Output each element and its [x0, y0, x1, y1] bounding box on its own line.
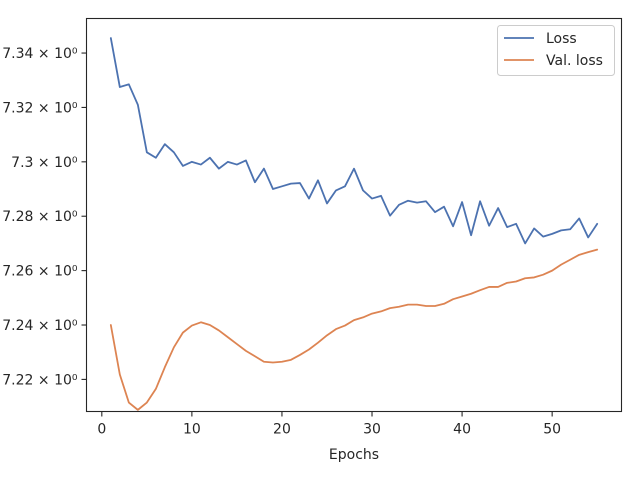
- y-axis: 7.22 × 10⁰ 7.24 × 10⁰ 7.26 × 10⁰ 7.28 × 10⁰…: [2, 46, 87, 388]
- legend-label-val-loss: Val. loss: [546, 53, 603, 69]
- x-axis-label: Epochs: [329, 447, 379, 463]
- x-tick-label: 50: [543, 422, 561, 438]
- y-tick-label: 7.26 × 10⁰: [2, 264, 78, 280]
- series-line-val-loss: [109, 248, 599, 411]
- y-tick-label: 7.28 × 10⁰: [2, 209, 78, 225]
- x-axis: 0 10 20 30 40 50: [97, 411, 561, 438]
- y-tick-label: 7.3 × 10⁰: [11, 155, 78, 171]
- x-tick-label: 20: [273, 422, 291, 438]
- legend: Loss Val. loss: [497, 25, 615, 76]
- series-line-loss: [109, 37, 599, 245]
- x-tick-label: 10: [183, 422, 201, 438]
- x-tick-label: 0: [97, 422, 106, 438]
- y-tick-label: 7.24 × 10⁰: [2, 318, 78, 334]
- series-layer: [109, 37, 599, 411]
- y-tick-label: 7.32 × 10⁰: [2, 100, 78, 116]
- x-tick-label: 30: [363, 422, 381, 438]
- legend-label-loss: Loss: [546, 31, 577, 47]
- y-tick-label: 7.34 × 10⁰: [2, 46, 78, 62]
- x-tick-label: 40: [453, 422, 471, 438]
- y-tick-label: 7.22 × 10⁰: [2, 372, 78, 388]
- plot-frame: [85, 17, 623, 413]
